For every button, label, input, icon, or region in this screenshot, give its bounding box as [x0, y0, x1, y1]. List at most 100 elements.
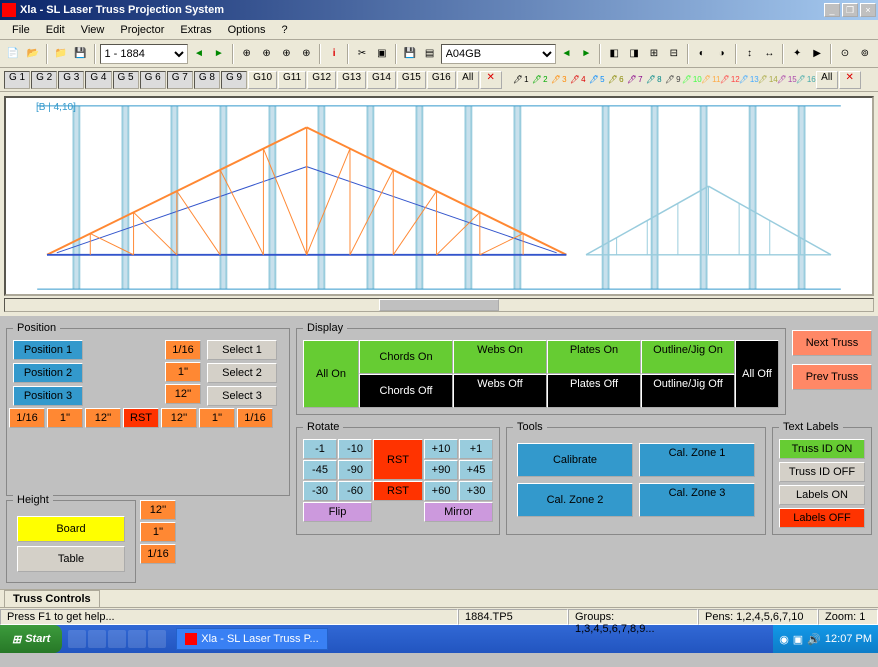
group-8[interactable]: G 8 [194, 71, 220, 89]
t3-icon[interactable]: ⊞ [645, 44, 663, 64]
rot-n60[interactable]: -60 [338, 481, 372, 501]
labels-off[interactable]: Labels OFF [779, 508, 865, 528]
pos-up-2[interactable]: 1'' [165, 362, 201, 382]
rot-n10[interactable]: -10 [338, 439, 372, 459]
pen-1[interactable]: 🖊1 [512, 71, 530, 89]
tray-icon-3[interactable]: 🔊 [807, 633, 821, 646]
pos-r3[interactable]: 12'' [161, 408, 197, 428]
pen-8[interactable]: 🖊8 [645, 71, 663, 89]
t10-icon[interactable]: ▶ [808, 44, 826, 64]
group-12[interactable]: G12 [307, 71, 336, 89]
tool2-icon[interactable]: ▣ [373, 44, 391, 64]
minimize-button[interactable]: _ [824, 3, 840, 17]
next2-arrow-icon[interactable]: ► [577, 44, 595, 64]
pens-clear[interactable]: ✕ [839, 71, 861, 89]
menu-edit[interactable]: Edit [38, 22, 73, 38]
tray-icon-2[interactable]: ▣ [793, 633, 803, 646]
all-on[interactable]: All On [303, 340, 359, 408]
flip-button[interactable]: Flip [303, 502, 372, 522]
pens-all[interactable]: All [816, 71, 838, 89]
pos-r1[interactable]: 1/16 [237, 408, 273, 428]
rot-n90[interactable]: -90 [338, 460, 372, 480]
pen-16[interactable]: 🖊16 [797, 71, 815, 89]
webs-off[interactable]: Webs Off [453, 374, 547, 408]
truss-controls-tab[interactable]: Truss Controls [4, 590, 100, 607]
rot-p1[interactable]: +1 [459, 439, 493, 459]
ql-1[interactable] [68, 630, 86, 648]
select-2[interactable]: Select 2 [207, 363, 277, 383]
pos-l2[interactable]: 1'' [47, 408, 83, 428]
info-icon[interactable]: i [325, 44, 343, 64]
rot-n30[interactable]: -30 [303, 481, 337, 501]
pen-5[interactable]: 🖊5 [588, 71, 606, 89]
t1-icon[interactable]: ◧ [605, 44, 623, 64]
pos-d1[interactable]: 1/16 [140, 544, 176, 564]
menu-help[interactable]: ? [274, 22, 296, 38]
ql-2[interactable] [88, 630, 106, 648]
next-truss[interactable]: Next Truss [792, 330, 872, 356]
menu-options[interactable]: Options [220, 22, 274, 38]
rot-n1[interactable]: -1 [303, 439, 337, 459]
ql-5[interactable] [148, 630, 166, 648]
cal-zone-2[interactable]: Cal. Zone 2 [517, 483, 633, 517]
pos-d3[interactable]: 12'' [140, 500, 176, 520]
group-2[interactable]: G 2 [31, 71, 57, 89]
taskbar-app[interactable]: Xla - SL Laser Truss P... [176, 628, 327, 650]
cal-zone-1[interactable]: Cal. Zone 1 [639, 443, 755, 477]
t7-icon[interactable]: ↕ [741, 44, 759, 64]
open-icon[interactable]: 📂 [24, 44, 42, 64]
outline-off[interactable]: Outline/Jig Off [641, 374, 735, 408]
group-1[interactable]: G 1 [4, 71, 30, 89]
groups-all[interactable]: All [457, 71, 479, 89]
rot-p60[interactable]: +60 [424, 481, 458, 501]
group-14[interactable]: G14 [367, 71, 396, 89]
plates-on[interactable]: Plates On [547, 340, 641, 374]
group-4[interactable]: G 4 [85, 71, 111, 89]
prev-truss[interactable]: Prev Truss [792, 364, 872, 390]
pen-10[interactable]: 🖊10 [683, 71, 701, 89]
pos-up-3[interactable]: 12'' [165, 384, 201, 404]
pen-12[interactable]: 🖊12 [721, 71, 739, 89]
pen-13[interactable]: 🖊13 [740, 71, 758, 89]
pos-up-1[interactable]: 1/16 [165, 340, 201, 360]
select-1[interactable]: Select 1 [207, 340, 277, 360]
maximize-button[interactable]: ❐ [842, 3, 858, 17]
menu-extras[interactable]: Extras [172, 22, 219, 38]
group-9[interactable]: G 9 [221, 71, 247, 89]
all-off[interactable]: All Off [735, 340, 779, 408]
t9-icon[interactable]: ✦ [788, 44, 806, 64]
save-icon[interactable]: 💾 [72, 44, 90, 64]
rot-p90[interactable]: +90 [424, 460, 458, 480]
new-icon[interactable]: 📄 [4, 44, 22, 64]
target1-icon[interactable]: ⊕ [238, 44, 256, 64]
rot-p10[interactable]: +10 [424, 439, 458, 459]
pos-l3[interactable]: 12'' [85, 408, 121, 428]
pen-15[interactable]: 🖊15 [778, 71, 796, 89]
pen-2[interactable]: 🖊2 [531, 71, 549, 89]
profile-select[interactable]: A04GB [441, 44, 556, 64]
t11-icon[interactable]: ⊙ [836, 44, 854, 64]
labels-on[interactable]: Labels ON [779, 485, 865, 505]
pen-14[interactable]: 🖊14 [759, 71, 777, 89]
ql-3[interactable] [108, 630, 126, 648]
t8-icon[interactable]: ↔ [760, 44, 778, 64]
pos-r2[interactable]: 1'' [199, 408, 235, 428]
chords-on[interactable]: Chords On [359, 340, 453, 374]
mirror-button[interactable]: Mirror [424, 502, 493, 522]
group-3[interactable]: G 3 [58, 71, 84, 89]
target4-icon[interactable]: ⊕ [297, 44, 315, 64]
group-13[interactable]: G13 [337, 71, 366, 89]
t4-icon[interactable]: ⊟ [665, 44, 683, 64]
group-16[interactable]: G16 [427, 71, 456, 89]
outline-on[interactable]: Outline/Jig On [641, 340, 735, 374]
position-3[interactable]: Position 3 [13, 386, 83, 406]
select-3[interactable]: Select 3 [207, 386, 277, 406]
t6-icon[interactable]: ◑ [713, 44, 731, 64]
rot-p45[interactable]: +45 [459, 460, 493, 480]
pen-9[interactable]: 🖊9 [664, 71, 682, 89]
prev2-arrow-icon[interactable]: ◄ [558, 44, 576, 64]
position-2[interactable]: Position 2 [13, 363, 83, 383]
start-button[interactable]: ⊞Start [0, 625, 62, 653]
pos-l1[interactable]: 1/16 [9, 408, 45, 428]
t2-icon[interactable]: ◨ [625, 44, 643, 64]
